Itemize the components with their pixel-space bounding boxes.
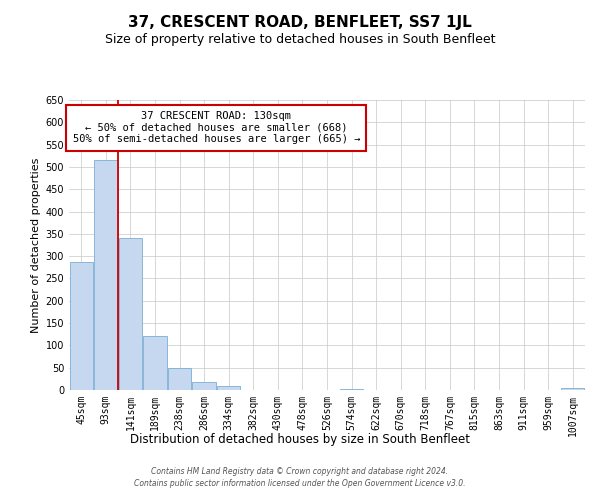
Y-axis label: Number of detached properties: Number of detached properties bbox=[31, 158, 41, 332]
Bar bbox=[143, 336, 167, 390]
Bar bbox=[94, 160, 118, 390]
Text: 37 CRESCENT ROAD: 130sqm
← 50% of detached houses are smaller (668)
50% of semi-: 37 CRESCENT ROAD: 130sqm ← 50% of detach… bbox=[73, 111, 360, 144]
Bar bbox=[193, 382, 216, 390]
Bar bbox=[561, 388, 584, 390]
Bar bbox=[217, 386, 241, 390]
Bar bbox=[119, 238, 142, 390]
Text: Contains HM Land Registry data © Crown copyright and database right 2024.
Contai: Contains HM Land Registry data © Crown c… bbox=[134, 466, 466, 487]
Bar bbox=[340, 389, 363, 390]
Text: Size of property relative to detached houses in South Benfleet: Size of property relative to detached ho… bbox=[105, 32, 495, 46]
Text: 37, CRESCENT ROAD, BENFLEET, SS7 1JL: 37, CRESCENT ROAD, BENFLEET, SS7 1JL bbox=[128, 15, 472, 30]
Text: Distribution of detached houses by size in South Benfleet: Distribution of detached houses by size … bbox=[130, 432, 470, 446]
Bar bbox=[168, 368, 191, 390]
Bar bbox=[70, 262, 93, 390]
